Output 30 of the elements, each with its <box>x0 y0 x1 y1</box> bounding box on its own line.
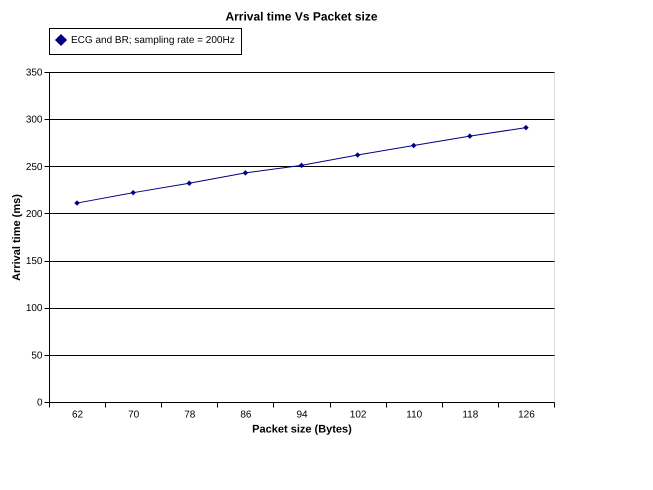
x-tick-label: 118 <box>462 410 479 420</box>
point <box>354 152 360 158</box>
y-tick-label: 200 <box>26 208 43 220</box>
x-axis-title: Packet size (Bytes) <box>252 424 352 436</box>
x-tick-label: 110 <box>406 410 423 420</box>
point <box>410 142 416 148</box>
x-tick-label: 126 <box>518 410 536 420</box>
y-tick-label: 250 <box>26 162 43 173</box>
chart-title: Arrival time Vs Packet size <box>225 10 378 24</box>
point <box>467 133 473 139</box>
legend-label: ECG and BR; sampling rate = 200Hz <box>71 35 235 46</box>
y-tick-label: 300 <box>26 114 43 126</box>
y-tick-label: 100 <box>26 303 43 314</box>
point <box>186 180 192 186</box>
x-tick-label: 94 <box>296 410 308 420</box>
y-tick-label: 0 <box>36 398 43 408</box>
x-tick-label: 70 <box>128 410 140 420</box>
point <box>130 190 136 196</box>
y-tick-label: 150 <box>26 256 43 268</box>
point <box>74 200 80 206</box>
point <box>523 124 529 130</box>
x-tick-label: 78 <box>184 410 196 420</box>
point <box>242 170 248 176</box>
y-axis-title: Arrival time (ms) <box>10 194 23 281</box>
x-tick-label: 62 <box>72 410 84 420</box>
point <box>298 162 304 168</box>
y-tick-label: 350 <box>26 68 43 78</box>
y-tick-label: 50 <box>31 350 43 362</box>
x-tick-label: 102 <box>350 410 367 420</box>
x-tick-label: 86 <box>240 410 252 420</box>
